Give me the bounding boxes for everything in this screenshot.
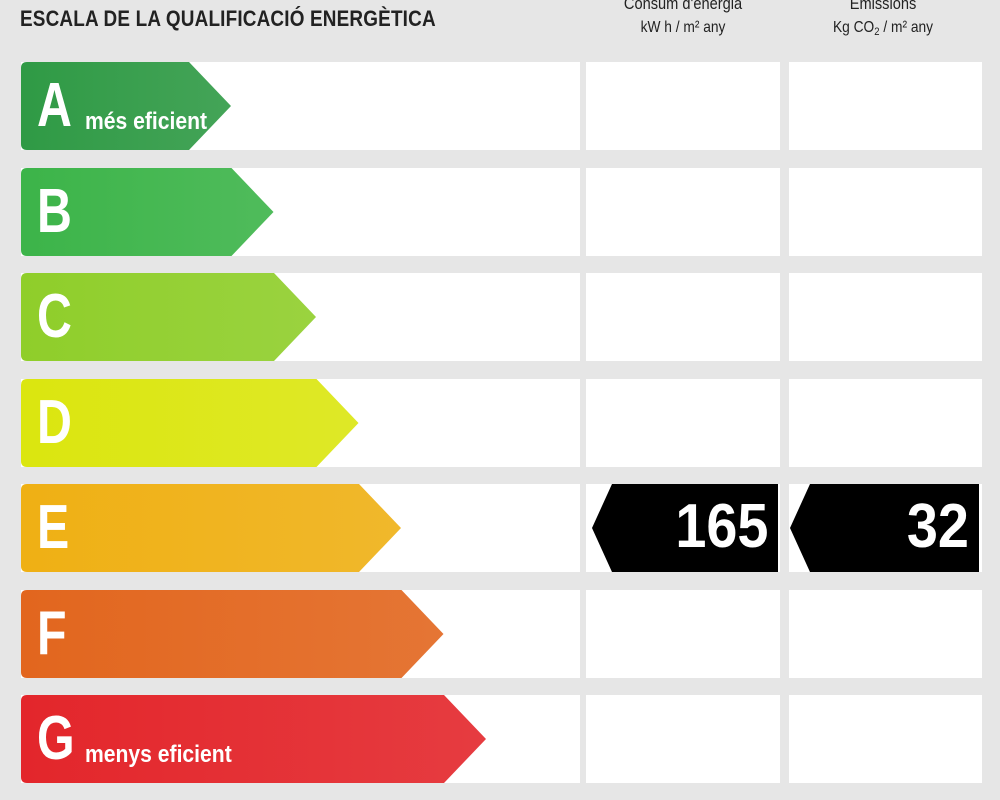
emissions-value: 32 <box>906 492 969 561</box>
rating-row-b-arrow <box>21 168 274 256</box>
rating-row-g-letter: G <box>37 704 75 773</box>
rating-row-b-emissions-cell <box>789 168 982 256</box>
rating-row-c-letter: C <box>37 282 72 351</box>
rating-row-e-arrow <box>21 484 401 572</box>
rating-row-c-consum-cell <box>586 273 780 361</box>
rating-row-a-emissions-cell <box>789 62 982 150</box>
rating-row-c-emissions-cell <box>789 273 982 361</box>
rating-row-g-arrow <box>21 695 486 783</box>
rating-row-g-emissions-cell <box>789 695 982 783</box>
rating-row-a-note: més eficient <box>85 108 208 135</box>
rating-row-e-letter: E <box>37 493 70 562</box>
rating-row-b-consum-cell <box>586 168 780 256</box>
rating-row-d-arrow-shape <box>21 379 359 467</box>
energy-consumption-arrow <box>592 484 778 572</box>
rating-row-b-letter: B <box>37 177 72 246</box>
emissions-unit: Kg CO2 / m² any <box>832 19 934 38</box>
rating-row-a-letter: A <box>37 71 72 140</box>
energy-consumption-value: 165 <box>674 492 768 561</box>
rating-row-a-arrow <box>21 62 231 150</box>
rating-row-d-emissions-cell <box>789 379 982 467</box>
rating-row-f-letter: F <box>37 599 67 668</box>
emissions-arrow <box>790 484 979 572</box>
emissions-label: Emissions <box>849 0 917 13</box>
rating-row-d-letter: D <box>37 388 72 457</box>
rating-row-b-arrow-shape <box>21 168 274 256</box>
page-title: ESCALA DE LA QUALIFICACIÓ ENERGÈTICA <box>20 6 436 31</box>
rating-row-a-consum-cell <box>586 62 780 150</box>
consum-unit: kW h / m² any <box>640 19 726 36</box>
rating-row-d-arrow <box>21 379 359 467</box>
emissions-column-header: Emissions Kg CO2 / m² any <box>800 0 967 44</box>
rating-row-g-arrow-shape <box>21 695 486 783</box>
rating-row-f-arrow <box>21 590 444 678</box>
consum-label: Consum d'energia <box>623 0 743 13</box>
rating-row-e-arrow-shape <box>21 484 401 572</box>
rating-row-g-note: menys eficient <box>85 741 232 768</box>
rating-row-a-arrow-shape <box>21 62 231 150</box>
rating-row-c-arrow-shape <box>21 273 316 361</box>
rating-row-c-arrow <box>21 273 316 361</box>
rating-row-g-consum-cell <box>586 695 780 783</box>
rating-row-f-emissions-cell <box>789 590 982 678</box>
consum-column-header: Consum d'energia kW h / m² any <box>600 0 767 40</box>
rating-row-d-consum-cell <box>586 379 780 467</box>
rating-row-f-arrow-shape <box>21 590 444 678</box>
rating-row-f-consum-cell <box>586 590 780 678</box>
